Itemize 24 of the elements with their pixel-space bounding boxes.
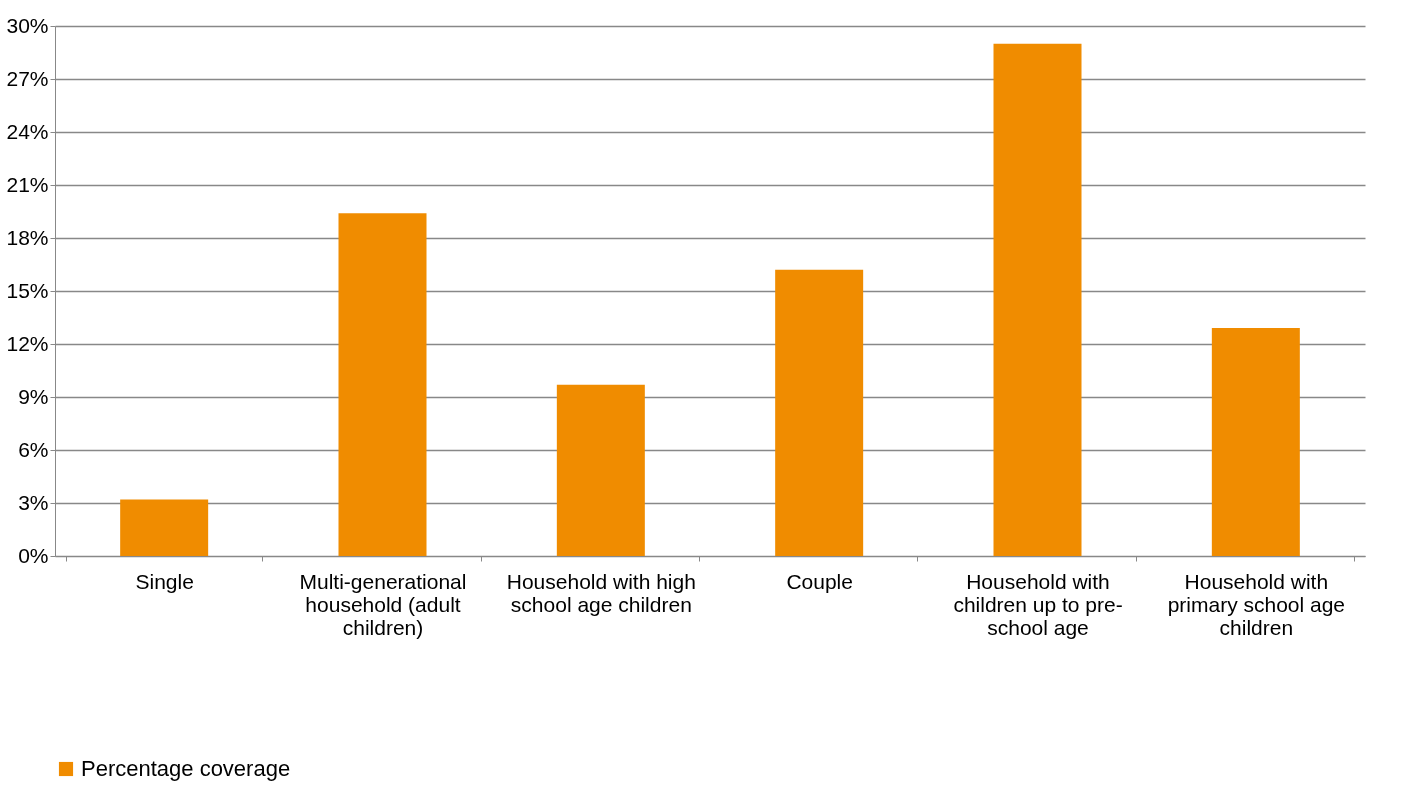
bar	[993, 43, 1082, 556]
bar	[556, 384, 645, 556]
legend-label: Percentage coverage	[81, 756, 291, 781]
bar	[775, 269, 864, 556]
bar	[120, 499, 209, 556]
bar	[1211, 328, 1300, 556]
y-tick-label: 12%	[6, 331, 49, 355]
y-tick-label: 9%	[18, 384, 49, 408]
y-tick-label: 24%	[6, 119, 49, 143]
y-tick-label: 18%	[6, 225, 49, 249]
x-tick-label: Household with children up to pre-school age	[953, 569, 1123, 639]
y-tick-label: 27%	[6, 66, 49, 90]
x-tick-label: Single	[135, 569, 194, 593]
bar	[338, 213, 427, 556]
x-tick-label: Multi-generational household (adult children)	[299, 569, 467, 639]
y-tick-label: 21%	[6, 172, 49, 196]
y-tick-label: 15%	[6, 278, 49, 302]
y-tick-label: 3%	[18, 490, 49, 514]
x-tick-label: Couple	[786, 569, 853, 593]
x-tick-label: Household with high school age children	[506, 569, 696, 616]
y-tick-label: 30%	[6, 13, 49, 37]
y-tick-label: 0%	[18, 543, 49, 567]
x-tick-label: Household with primary school age children	[1167, 569, 1346, 639]
y-tick-label: 6%	[18, 437, 49, 461]
